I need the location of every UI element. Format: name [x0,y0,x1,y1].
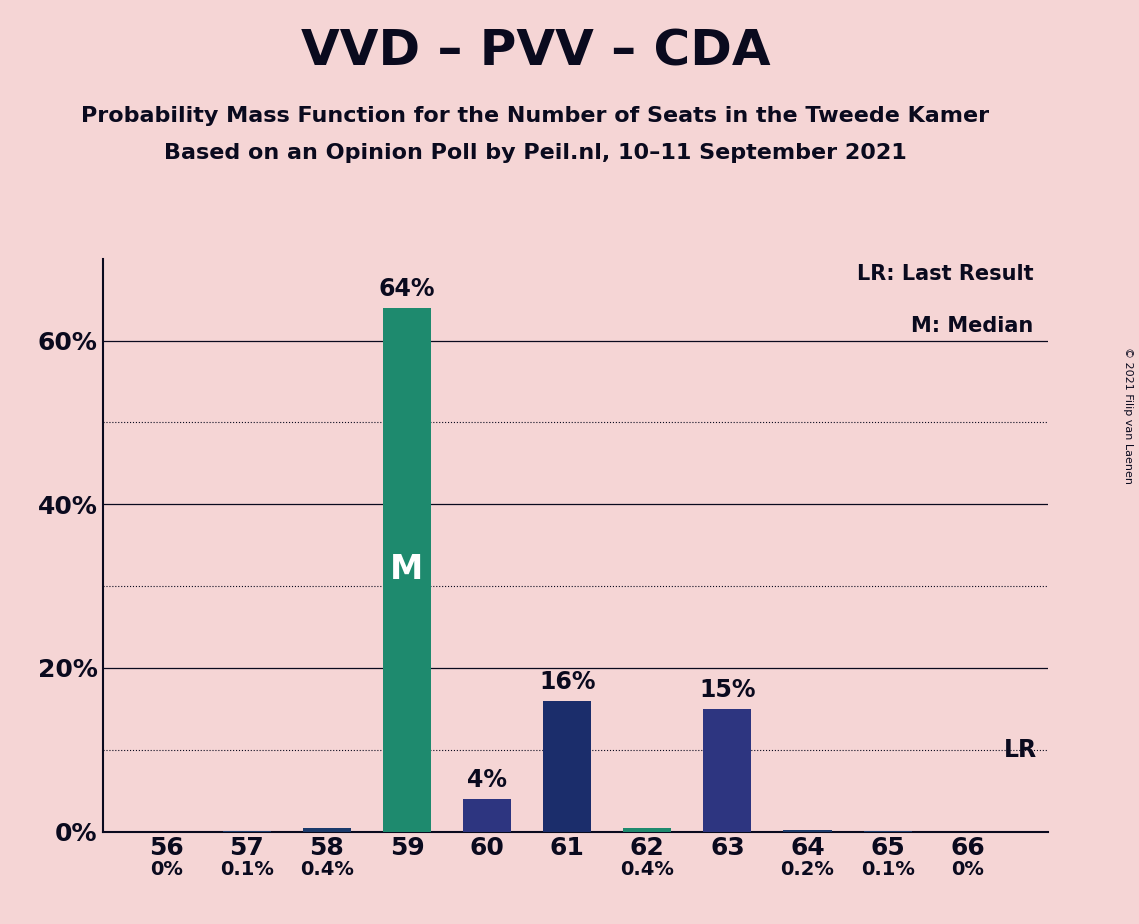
Bar [623,828,671,832]
Text: 0.1%: 0.1% [220,860,273,880]
Text: 64%: 64% [378,277,435,301]
Text: 0%: 0% [150,860,183,880]
Bar [704,709,752,832]
Bar [784,830,831,832]
Text: © 2021 Filip van Laenen: © 2021 Filip van Laenen [1123,347,1133,484]
Text: 16%: 16% [539,670,596,694]
Text: LR: Last Result: LR: Last Result [857,264,1034,285]
Text: 0%: 0% [951,860,984,880]
Text: Probability Mass Function for the Number of Seats in the Tweede Kamer: Probability Mass Function for the Number… [81,106,990,127]
Text: 0.1%: 0.1% [861,860,915,880]
Text: 0.4%: 0.4% [300,860,354,880]
Text: 0.4%: 0.4% [621,860,674,880]
Bar [303,828,351,832]
Text: Based on an Opinion Poll by Peil.nl, 10–11 September 2021: Based on an Opinion Poll by Peil.nl, 10–… [164,143,907,164]
Text: 0.2%: 0.2% [780,860,835,880]
Text: M: Median: M: Median [911,316,1034,336]
Text: VVD – PVV – CDA: VVD – PVV – CDA [301,28,770,76]
Text: LR: LR [1003,737,1036,761]
Bar [543,700,591,832]
Text: 4%: 4% [467,769,507,792]
Bar [464,799,511,832]
Text: M: M [391,553,424,586]
Bar [383,308,431,832]
Text: 15%: 15% [699,678,755,702]
